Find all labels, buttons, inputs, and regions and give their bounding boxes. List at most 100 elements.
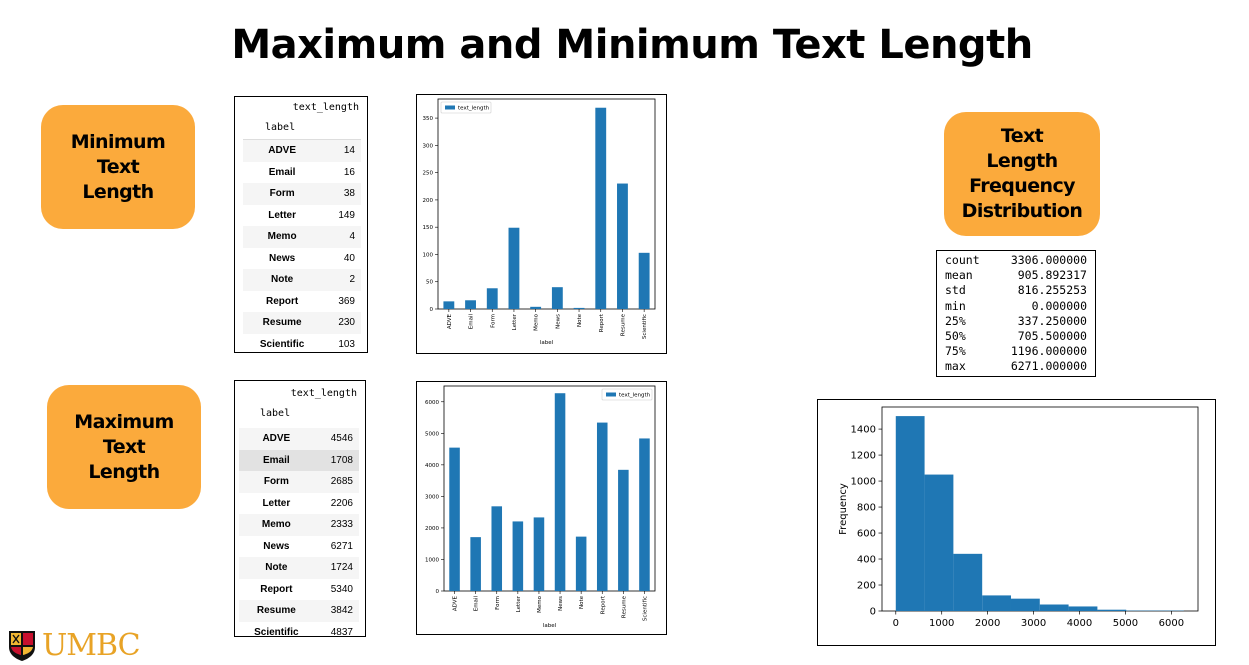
x-tick-label: ADVE bbox=[453, 595, 459, 611]
stat-value: 816.255253 bbox=[1017, 283, 1087, 298]
x-tick-label: 5000 bbox=[1113, 618, 1138, 629]
row-value: 5340 bbox=[330, 583, 353, 595]
table-row: Memo 2333 bbox=[239, 514, 359, 536]
x-tick-label: Resume bbox=[620, 313, 626, 336]
stat-row: 25% 337.250000 bbox=[945, 314, 1087, 329]
row-value: 2206 bbox=[330, 497, 353, 509]
y-tick-label: 150 bbox=[423, 225, 434, 231]
stat-row: min 0.000000 bbox=[945, 299, 1087, 314]
max-bar-chart-frame: 0 1000 2000 3000 4000 5000 6000 ADVE Email Form Le… bbox=[416, 381, 667, 635]
table-row: Report 5340 bbox=[239, 579, 359, 601]
shield-icon bbox=[9, 630, 35, 661]
bar bbox=[491, 506, 503, 591]
x-tick-label: Email bbox=[474, 596, 480, 612]
row-label: Memo bbox=[239, 514, 314, 536]
y-tick-label: 800 bbox=[857, 503, 876, 514]
x-tick-label: News bbox=[558, 596, 564, 611]
table-row: ADVE 14 bbox=[243, 140, 361, 162]
y-tick-label: 200 bbox=[423, 198, 434, 204]
table-row: Note 1724 bbox=[239, 557, 359, 579]
x-tick-label: 0 bbox=[893, 618, 899, 629]
histogram-bar bbox=[1039, 604, 1069, 611]
row-value: 4 bbox=[321, 226, 361, 248]
x-axis-label: label bbox=[540, 340, 554, 346]
stat-key: 75% bbox=[945, 344, 966, 359]
y-tick-label: 3000 bbox=[425, 494, 439, 500]
bar bbox=[443, 301, 455, 309]
x-tick-label: Form bbox=[490, 314, 496, 328]
row-value: 4837 bbox=[330, 626, 353, 638]
min-bar-chart: 0 50 100 150 200 250 300 350 ADVE Email Form Letter… bbox=[423, 98, 656, 346]
y-tick-label: 0 bbox=[436, 589, 440, 595]
bar bbox=[551, 287, 563, 309]
bar bbox=[595, 107, 607, 310]
row-value: 230 bbox=[321, 312, 361, 334]
table-index-label: label bbox=[243, 117, 361, 140]
table-row: ADVE 4546 bbox=[239, 428, 359, 450]
bar bbox=[533, 517, 545, 591]
legend-entry: text_length bbox=[619, 393, 651, 399]
bar bbox=[575, 536, 587, 591]
row-value: 40 bbox=[343, 252, 355, 264]
plot-area bbox=[437, 98, 656, 310]
text-length-describe-table: count 3306.000000 mean 905.892317 std 816.255… bbox=[936, 250, 1096, 377]
table-row: Scientific 103 bbox=[243, 334, 361, 356]
legend-box bbox=[440, 101, 492, 114]
table-row: Email 1708 bbox=[239, 449, 359, 471]
x-axis-label: label bbox=[543, 623, 557, 629]
table-index-label: label bbox=[260, 408, 291, 419]
row-value: 14 bbox=[321, 140, 361, 162]
x-tick-label: 3000 bbox=[1021, 618, 1046, 629]
table-row: Note 2 bbox=[243, 269, 361, 291]
pill-line: Frequency bbox=[969, 175, 1075, 197]
row-value: 3842 bbox=[313, 600, 359, 622]
bar bbox=[573, 307, 585, 309]
x-tick-label: Scientific bbox=[642, 314, 648, 339]
histogram-bar bbox=[953, 553, 983, 611]
x-tick-label: News bbox=[555, 314, 561, 329]
stat-value: 705.500000 bbox=[1017, 329, 1087, 344]
frequency-distribution-pill: Text Length Frequency Distribution bbox=[944, 112, 1100, 236]
histogram-frame: 0 1000 2000 3000 4000 5000 6000 0 200 400 600 800 10… bbox=[817, 399, 1216, 646]
row-label: ADVE bbox=[239, 428, 314, 450]
row-label: News bbox=[263, 540, 290, 552]
row-label: Note bbox=[243, 269, 322, 291]
histogram-bar bbox=[924, 474, 954, 611]
row-label: Form bbox=[243, 183, 322, 205]
y-tick-label: 50 bbox=[426, 280, 433, 286]
x-tick-label: Email bbox=[469, 314, 475, 330]
y-tick-label: 250 bbox=[423, 171, 434, 177]
y-tick-label: 1000 bbox=[851, 477, 876, 488]
table-row: Resume 3842 bbox=[239, 600, 359, 622]
stat-key: 50% bbox=[945, 329, 966, 344]
pill-line: Maximum bbox=[74, 410, 174, 433]
y-tick-label: 1400 bbox=[851, 425, 876, 436]
max-table-body: ADVE 4546 Email 1708 Form 2685 Letter 2206 Memo 2… bbox=[239, 428, 359, 643]
stat-value: 1196.000000 bbox=[1010, 344, 1087, 359]
table-row: Scientific 4837 bbox=[239, 622, 359, 644]
bar bbox=[508, 227, 520, 309]
x-tick-label: Report bbox=[600, 595, 606, 614]
pill-line: Length bbox=[88, 460, 160, 483]
table-row: Letter 2206 bbox=[239, 493, 359, 515]
pill-line: Length bbox=[986, 150, 1058, 172]
text-length-histogram: 0 1000 2000 3000 4000 5000 6000 0 200 400 600 800 10… bbox=[838, 406, 1199, 629]
x-tick-label: Note bbox=[577, 313, 583, 327]
max-length-table: text_length label ADVE 4546 Email 1708 Form 2… bbox=[234, 380, 366, 638]
pill-line: Length bbox=[82, 180, 154, 203]
min-bar-chart-frame: 0 50 100 150 200 250 300 350 ADVE Email Form Letter… bbox=[416, 94, 667, 354]
table-column-header: text_length bbox=[290, 388, 357, 399]
x-tick-label: Form bbox=[495, 596, 501, 610]
bar bbox=[486, 288, 498, 309]
x-tick-label: 1000 bbox=[929, 618, 954, 629]
row-label: Letter bbox=[268, 209, 297, 221]
stat-value: 905.892317 bbox=[1017, 268, 1087, 283]
y-tick-label: 0 bbox=[870, 607, 876, 618]
legend-swatch bbox=[445, 105, 455, 110]
row-value: 2 bbox=[321, 269, 361, 291]
bar bbox=[465, 300, 476, 309]
x-tick-label: 4000 bbox=[1067, 618, 1092, 629]
row-value: 4546 bbox=[313, 428, 359, 450]
bar bbox=[512, 521, 524, 591]
row-label: Letter bbox=[262, 497, 291, 509]
